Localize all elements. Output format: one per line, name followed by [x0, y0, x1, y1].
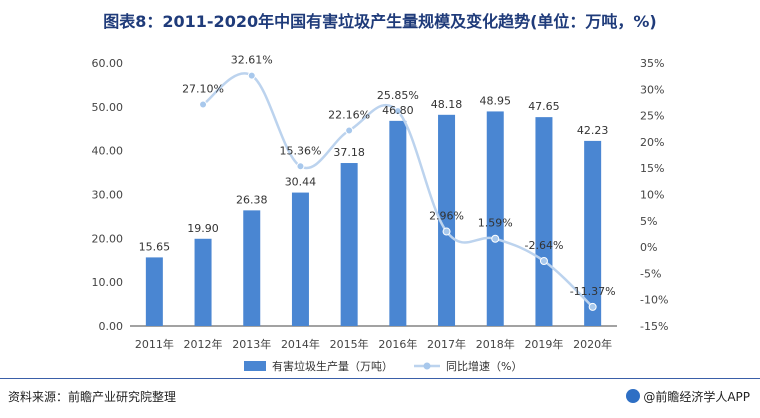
bar-value-label: 48.95: [480, 94, 512, 107]
bar-value-label: 47.65: [528, 100, 560, 113]
bar: [535, 117, 553, 327]
y-right-tick-label: 5%: [640, 215, 657, 228]
bar: [340, 163, 358, 326]
bar: [145, 257, 163, 326]
brand-icon: [626, 389, 641, 403]
growth-value-label: 32.61%: [231, 54, 273, 67]
growth-point: [539, 256, 548, 265]
y-right-tick-label: 30%: [640, 83, 664, 96]
growth-point: [442, 227, 451, 236]
y-left-tick-label: 20.00: [92, 232, 124, 245]
growth-value-label: -11.37%: [570, 285, 616, 298]
x-tick-label: 2011年: [135, 337, 174, 351]
legend-bar-swatch: [244, 361, 266, 371]
x-tick-label: 2012年: [184, 337, 223, 351]
legend-line-label: 同比增速（%）: [446, 359, 522, 373]
credit-note: @前瞻经济学人APP: [626, 388, 750, 405]
growth-point: [296, 162, 305, 171]
bar: [194, 238, 212, 326]
legend-bar-label: 有害垃圾生产量（万吨）: [272, 359, 393, 373]
y-right-tick-label: -15%: [640, 320, 668, 333]
bar-value-label: 30.44: [285, 176, 317, 189]
bar: [389, 120, 407, 326]
y-right-tick-label: 15%: [640, 162, 664, 175]
growth-value-label: 27.10%: [182, 83, 224, 96]
growth-point: [393, 107, 402, 116]
y-left-tick-label: 0.00: [99, 320, 124, 333]
bar: [243, 210, 261, 326]
growth-value-label: 1.59%: [478, 217, 513, 230]
growth-point: [345, 126, 354, 135]
growth-value-label: 25.85%: [377, 89, 419, 102]
growth-point: [247, 71, 256, 80]
source-note: 资料来源：前瞻产业研究院整理: [8, 390, 177, 404]
bar: [584, 140, 602, 326]
footer-divider: [0, 378, 760, 379]
bar-value-label: 48.18: [431, 98, 463, 111]
bar-value-label: 26.38: [236, 193, 268, 206]
bar-value-label: 46.80: [382, 104, 414, 117]
growth-value-label: -2.64%: [524, 239, 563, 252]
y-right-tick-label: 35%: [640, 57, 664, 70]
bar: [438, 114, 456, 326]
y-right-tick-label: -10%: [640, 294, 668, 307]
growth-point: [588, 302, 597, 311]
y-right-tick-label: -5%: [640, 267, 661, 280]
bar-value-label: 19.90: [187, 222, 219, 235]
bar: [486, 111, 504, 326]
x-tick-label: 2019年: [524, 337, 563, 351]
y-right-tick-label: 20%: [640, 136, 664, 149]
y-right-tick-label: 0%: [640, 241, 657, 254]
chart-title: 图表8：2011-2020年中国有害垃圾产生量规模及变化趋势(单位：万吨，%): [103, 12, 657, 31]
chart-canvas: 0.00 10.00 20.00 30.00 40.00 50.00 60.00 -15% -1…: [92, 54, 669, 373]
bar-value-label: 15.65: [139, 240, 171, 253]
growth-point: [199, 100, 208, 109]
bar-value-label: 42.23: [577, 124, 609, 137]
x-tick-label: 2015年: [330, 337, 369, 351]
y-left-tick-label: 10.00: [92, 276, 124, 289]
y-right-tick-label: 25%: [640, 110, 664, 123]
growth-value-label: 15.36%: [279, 144, 321, 157]
x-tick-label: 2018年: [476, 337, 515, 351]
y-left-tick-label: 50.00: [92, 101, 124, 114]
legend-line-marker: [423, 362, 431, 370]
credit-text: @前瞻经济学人APP: [643, 390, 750, 404]
x-tick-label: 2014年: [281, 337, 320, 351]
x-tick-label: 2013年: [232, 337, 271, 351]
growth-value-label: 2.96%: [429, 210, 464, 223]
bar: [291, 192, 309, 326]
growth-value-label: 22.16%: [328, 109, 370, 122]
x-tick-label: 2020年: [573, 337, 612, 351]
y-left-tick-label: 40.00: [92, 145, 124, 158]
x-tick-label: 2017年: [427, 337, 466, 351]
y-right-tick-label: 10%: [640, 189, 664, 202]
x-tick-label: 2016年: [378, 337, 417, 351]
bar-value-label: 37.18: [333, 146, 365, 159]
growth-point: [491, 234, 500, 243]
y-left-tick-label: 30.00: [92, 189, 124, 202]
chart-footer: 资料来源：前瞻产业研究院整理 @前瞻经济学人APP: [0, 378, 760, 418]
y-left-tick-label: 60.00: [92, 57, 124, 70]
